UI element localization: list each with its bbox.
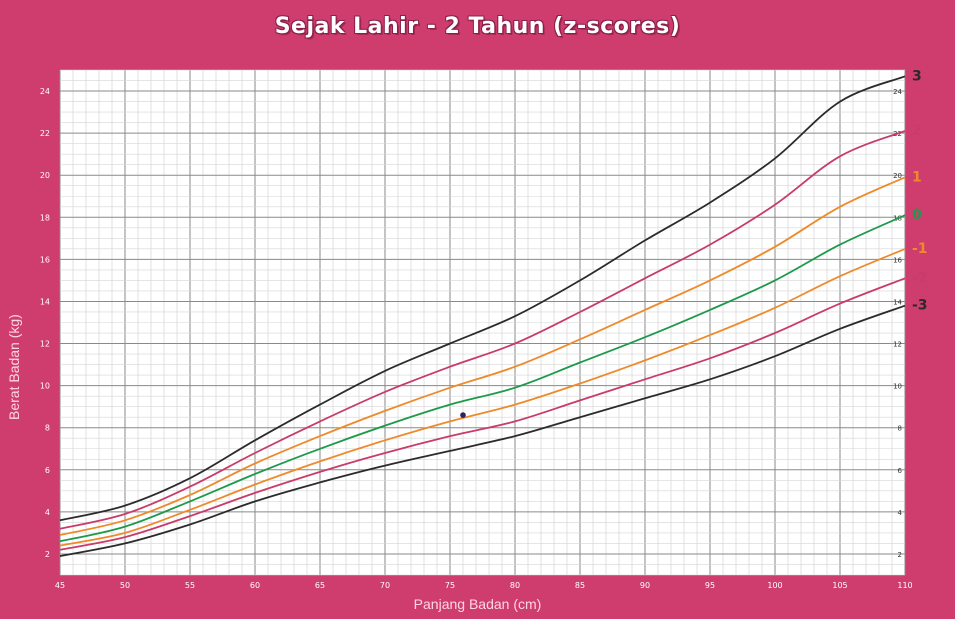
y-tick-label-right: 2 bbox=[898, 551, 902, 559]
x-tick-labels: 45 50 55 60 65 70 75 80 85 90 95 100 105 110 bbox=[55, 581, 913, 590]
y-tick-label: 14 bbox=[40, 297, 50, 306]
data-points bbox=[460, 412, 466, 418]
x-axis-label: Panjang Badan (cm) bbox=[413, 596, 542, 612]
y-tick-label-right: 16 bbox=[893, 256, 902, 264]
x-tick-label: 45 bbox=[55, 581, 65, 590]
chart-title: Sejak Lahir - 2 Tahun (z-scores) bbox=[274, 14, 681, 39]
x-tick-label: 110 bbox=[897, 581, 912, 590]
y-tick-label: 16 bbox=[40, 255, 50, 264]
grid bbox=[59, 69, 906, 576]
y-tick-label: 24 bbox=[40, 87, 50, 96]
x-tick-label: 105 bbox=[832, 581, 847, 590]
z-label--1: -1 bbox=[912, 241, 928, 257]
x-tick-label: 80 bbox=[510, 581, 520, 590]
x-tick-label: 90 bbox=[640, 581, 650, 590]
y-tick-label-right: 14 bbox=[893, 298, 902, 306]
z-score-curves bbox=[59, 75, 906, 557]
z-label-0: 0 bbox=[912, 207, 922, 223]
z-curve--3 bbox=[59, 304, 906, 557]
y-tick-label: 6 bbox=[45, 466, 50, 475]
x-tick-label: 65 bbox=[315, 581, 325, 590]
z-curve-1 bbox=[59, 176, 906, 536]
z-curve--1 bbox=[59, 248, 906, 547]
y-tick-label-right: 24 bbox=[893, 88, 902, 96]
y-tick-label: 12 bbox=[40, 340, 50, 349]
z-score-labels: 3 2 1 0 -1 -2 -3 bbox=[912, 68, 928, 313]
z-label-2: 2 bbox=[912, 123, 922, 139]
x-tick-label: 60 bbox=[250, 581, 260, 590]
y-tick-label: 4 bbox=[45, 508, 50, 517]
z-label-1: 1 bbox=[912, 169, 922, 185]
data-point bbox=[460, 412, 466, 418]
z-curve-0 bbox=[59, 214, 906, 543]
y-tick-label: 22 bbox=[40, 129, 50, 138]
y-tick-label: 2 bbox=[45, 550, 50, 559]
y-tick-label-right: 20 bbox=[893, 172, 902, 180]
x-tick-label: 85 bbox=[575, 581, 585, 590]
z-label-3: 3 bbox=[912, 68, 922, 84]
x-tick-label: 50 bbox=[120, 581, 130, 590]
z-label--2: -2 bbox=[912, 270, 928, 286]
z-curve-3 bbox=[59, 75, 906, 522]
z-curve-2 bbox=[59, 130, 906, 530]
y-tick-label-right: 6 bbox=[898, 467, 903, 475]
y-axis-label: Berat Badan (kg) bbox=[6, 314, 22, 420]
y-tick-label: 20 bbox=[40, 171, 50, 180]
y-tick-label-right: 10 bbox=[893, 383, 902, 391]
x-tick-label: 75 bbox=[445, 581, 455, 590]
y-tick-label: 8 bbox=[45, 424, 50, 433]
x-tick-label: 55 bbox=[185, 581, 195, 590]
x-tick-label: 70 bbox=[380, 581, 390, 590]
y-tick-label-right: 4 bbox=[898, 509, 903, 517]
x-tick-label: 95 bbox=[705, 581, 715, 590]
y-tick-label: 10 bbox=[40, 382, 50, 391]
y-tick-label: 18 bbox=[40, 213, 50, 222]
z-curve--2 bbox=[59, 277, 906, 551]
z-label--3: -3 bbox=[912, 298, 928, 314]
y-tick-label-right: 12 bbox=[893, 341, 902, 349]
x-tick-label: 100 bbox=[767, 581, 782, 590]
y-tick-label-right: 8 bbox=[898, 425, 902, 433]
